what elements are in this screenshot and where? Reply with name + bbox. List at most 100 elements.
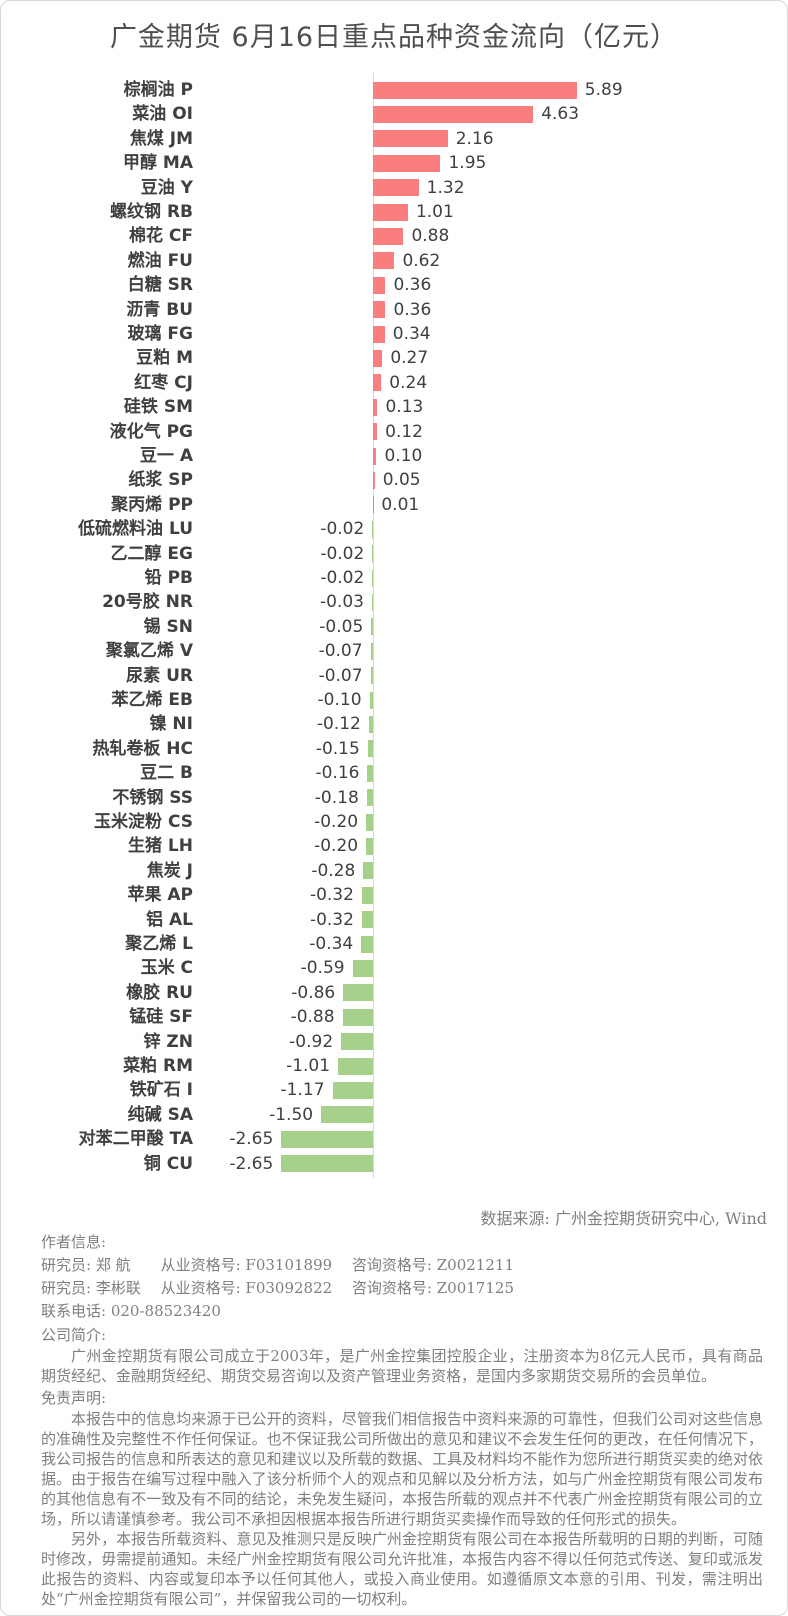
positive-bar — [373, 447, 377, 465]
category-label: 对苯二甲酸 TA — [78, 1129, 193, 1150]
chart-row: 棉花 CF 0.88 — [1, 224, 787, 248]
value-label: -1.50 — [269, 1104, 314, 1125]
value-label: 0.12 — [385, 421, 423, 442]
researcher-line: 研究员: 李彬联 从业资格号: F03092822 咨询资格号: Z001712… — [41, 1279, 514, 1297]
negative-bar — [369, 691, 373, 709]
category-label: 尿素 UR — [126, 665, 193, 686]
category-label: 聚乙烯 L — [125, 934, 193, 954]
chart-row: 玉米 C -0.59 — [1, 956, 787, 980]
negative-bar — [366, 813, 373, 831]
category-label: 铅 PB — [144, 568, 193, 588]
category-label: 不锈钢 SS — [112, 787, 193, 808]
chart-row: 铁矿石 I -1.17 — [1, 1078, 787, 1102]
negative-bar — [371, 593, 373, 611]
chart-row: 豆油 Y 1.32 — [1, 176, 787, 200]
category-label: 苹果 AP — [127, 885, 193, 906]
category-label: 20号胶 NR — [102, 592, 193, 613]
value-label: -0.02 — [320, 519, 365, 540]
value-label: -0.20 — [314, 812, 359, 832]
category-label: 焦煤 JM — [129, 128, 193, 149]
chart-row: 不锈钢 SS -0.18 — [1, 786, 787, 810]
category-label: 豆一 A — [139, 446, 193, 466]
positive-bar — [373, 325, 385, 343]
category-label: 苯乙烯 EB — [111, 690, 194, 710]
positive-bar — [373, 374, 382, 392]
chart-row: 橡胶 RU -0.86 — [1, 981, 787, 1005]
negative-bar — [341, 1033, 373, 1051]
chart-row: 镍 NI -0.12 — [1, 712, 787, 736]
chart-row: 燃油 FU 0.62 — [1, 249, 787, 273]
chart-row: 尿素 UR -0.07 — [1, 664, 787, 688]
value-label: 0.01 — [381, 494, 420, 515]
positive-bar — [373, 81, 577, 99]
category-label: 沥青 BU — [126, 299, 193, 320]
category-label: 铁矿石 I — [129, 1080, 193, 1101]
chart-row: 苹果 AP -0.32 — [1, 883, 787, 907]
category-label: 锡 SN — [143, 616, 193, 637]
value-label: -0.05 — [319, 616, 364, 637]
positive-bar — [373, 423, 378, 441]
author-heading: 作者信息: — [41, 1233, 107, 1251]
category-label: 玻璃 FG — [127, 324, 194, 344]
negative-bar — [372, 520, 373, 538]
category-label: 豆油 Y — [140, 177, 193, 198]
category-label: 菜粕 RM — [123, 1056, 193, 1076]
page-title: 广金期货 6月16日重点品种资金流向（亿元） — [109, 22, 679, 53]
negative-bar — [361, 935, 373, 953]
chart-row: 生猪 LH -0.20 — [1, 834, 787, 858]
category-label: 纸浆 SP — [128, 470, 193, 491]
value-label: 0.10 — [384, 446, 423, 466]
negative-bar — [372, 545, 373, 563]
chart-row: 白糖 SR 0.36 — [1, 273, 787, 297]
category-label: 棉花 CF — [128, 226, 193, 247]
chart-row: 20号胶 NR -0.03 — [1, 590, 787, 614]
value-label: 0.36 — [393, 275, 432, 296]
positive-bar — [373, 301, 386, 319]
disclaimer-heading: 免责声明: — [41, 1389, 107, 1407]
value-label: 1.32 — [426, 177, 465, 198]
value-label: -0.07 — [318, 665, 363, 686]
positive-bar — [373, 252, 395, 270]
negative-bar — [367, 764, 373, 782]
value-label: 0.24 — [389, 372, 428, 393]
chart-row: 乙二醇 EG -0.02 — [1, 542, 787, 566]
category-label: 镍 NI — [149, 714, 193, 735]
company-intro-paragraph: 广州金控期货有限公司成立于2003年，是广州金控集团控股企业，注册资本为8亿元人… — [41, 1347, 763, 1385]
value-label: -0.59 — [300, 958, 345, 979]
category-label: 甲醇 MA — [123, 153, 193, 174]
zero-axis-line — [373, 73, 374, 1178]
chart-row: 玻璃 FG 0.34 — [1, 322, 787, 346]
chart-row: 玉米淀粉 CS -0.20 — [1, 810, 787, 834]
chart-row: 红枣 CJ 0.24 — [1, 371, 787, 395]
positive-bar — [373, 227, 404, 245]
negative-bar — [368, 715, 373, 733]
chart-row: 棕榈油 P 5.89 — [1, 78, 787, 102]
chart-row: 纸浆 SP 0.05 — [1, 468, 787, 492]
category-label: 锰硅 SF — [129, 1007, 193, 1028]
chart-row: 焦炭 J -0.28 — [1, 859, 787, 883]
chart-row: 螺纹钢 RB 1.01 — [1, 200, 787, 224]
value-label: -0.02 — [320, 543, 365, 564]
category-label: 铝 AL — [146, 909, 193, 930]
negative-bar — [281, 1155, 373, 1173]
negative-bar — [363, 862, 373, 880]
category-label: 白糖 SR — [127, 275, 193, 296]
value-label: -0.32 — [309, 885, 354, 906]
chart-row: 硅铁 SM 0.13 — [1, 395, 787, 419]
category-label: 玉米淀粉 CS — [94, 812, 193, 832]
report-footer: 作者信息: 研究员: 郑 航 从业资格号: F03101899 咨询资格号: Z… — [41, 1231, 763, 1609]
category-label: 生猪 LH — [128, 836, 193, 857]
value-label: 0.88 — [411, 226, 450, 247]
value-label: -0.18 — [314, 787, 359, 808]
category-label: 豆二 B — [140, 763, 193, 784]
value-label: -2.65 — [229, 1129, 274, 1150]
value-label: -0.32 — [309, 909, 354, 930]
disclaimer-paragraph: 本报告中的信息均来源于已公开的资料，尽管我们相信报告中资料来源的可靠性，但我们公… — [41, 1410, 763, 1528]
category-label: 纯碱 SA — [127, 1104, 193, 1125]
value-label: -0.20 — [314, 836, 359, 857]
category-label: 红枣 CJ — [134, 372, 193, 393]
chart-row: 对苯二甲酸 TA -2.65 — [1, 1127, 787, 1151]
chart-row: 锌 ZN -0.92 — [1, 1030, 787, 1054]
chart-row: 豆二 B -0.16 — [1, 761, 787, 785]
negative-bar — [321, 1106, 373, 1124]
